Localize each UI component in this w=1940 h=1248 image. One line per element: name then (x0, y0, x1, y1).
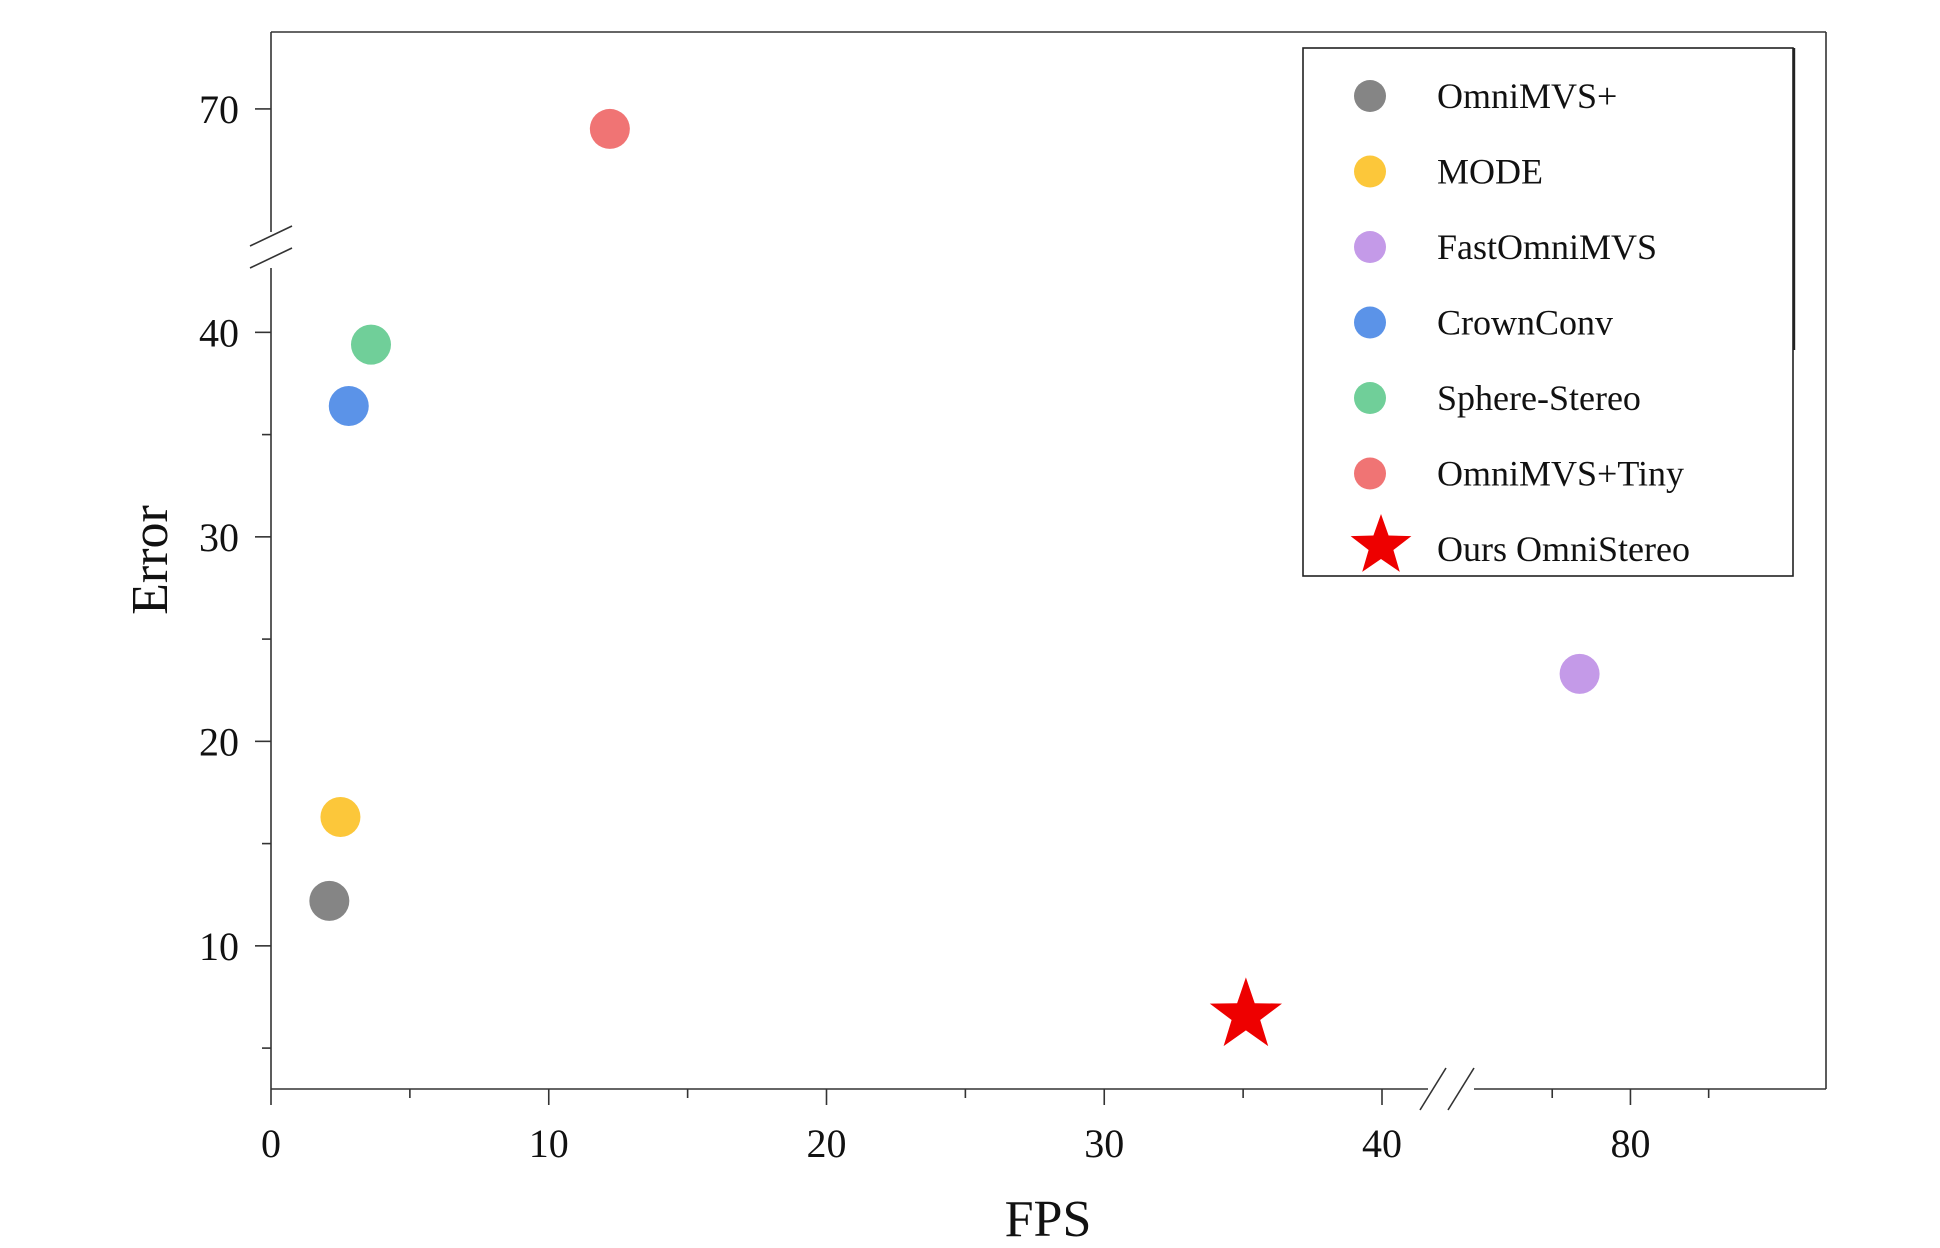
legend-label: MODE (1437, 152, 1543, 192)
y-tick-label: 30 (199, 515, 239, 560)
legend-marker (1354, 306, 1386, 339)
legend-marker (1354, 457, 1386, 490)
x-tick-label: 80 (1610, 1121, 1650, 1166)
y-axis-title: Error (122, 505, 179, 615)
data-point (328, 385, 369, 426)
x-axis-break-mark (1419, 1067, 1447, 1111)
y-tick-label: 10 (199, 924, 239, 969)
data-point (350, 324, 391, 365)
x-tick-label: 10 (529, 1121, 569, 1166)
axes (249, 31, 1827, 1111)
data-point (589, 108, 630, 149)
x-axis-break-mark (1447, 1067, 1475, 1111)
x-axis-title: FPS (1005, 1191, 1092, 1248)
legend-marker-star (1350, 514, 1412, 572)
x-tick-label: 0 (261, 1121, 281, 1166)
legend-marker (1354, 382, 1386, 414)
x-tick-label: 20 (807, 1121, 847, 1166)
legend-marker (1354, 231, 1386, 263)
legend: OmniMVS+ MODE FastOmniMVS CrownConv Sphere-S… (1302, 47, 1796, 577)
legend-marker (1354, 155, 1386, 188)
legend-label: FastOmniMVS (1437, 227, 1657, 267)
legend-box (1302, 47, 1794, 577)
data-point (1559, 653, 1600, 694)
x-tick-label: 40 (1362, 1121, 1402, 1166)
x-tick-label: 30 (1084, 1121, 1124, 1166)
ticks: 0 10 20 30 40 80 10 20 30 40 70 (199, 87, 1710, 1166)
y-tick-label: 70 (199, 87, 239, 132)
y-axis-break-mark (249, 247, 293, 269)
legend-label: Ours OmniStereo (1437, 529, 1690, 569)
legend-marker (1354, 80, 1386, 112)
legend-label: OmniMVS+Tiny (1437, 454, 1684, 494)
legend-label: Sphere-Stereo (1437, 378, 1641, 418)
y-tick-label: 20 (199, 719, 239, 764)
legend-label: OmniMVS+ (1437, 76, 1617, 116)
y-tick-label: 40 (199, 310, 239, 355)
data-point-star (1209, 977, 1282, 1047)
legend-label: CrownConv (1437, 303, 1613, 343)
data-point (309, 880, 350, 921)
data-point (320, 797, 361, 838)
y-axis-break-mark (249, 225, 293, 247)
data-points (309, 108, 1600, 1047)
